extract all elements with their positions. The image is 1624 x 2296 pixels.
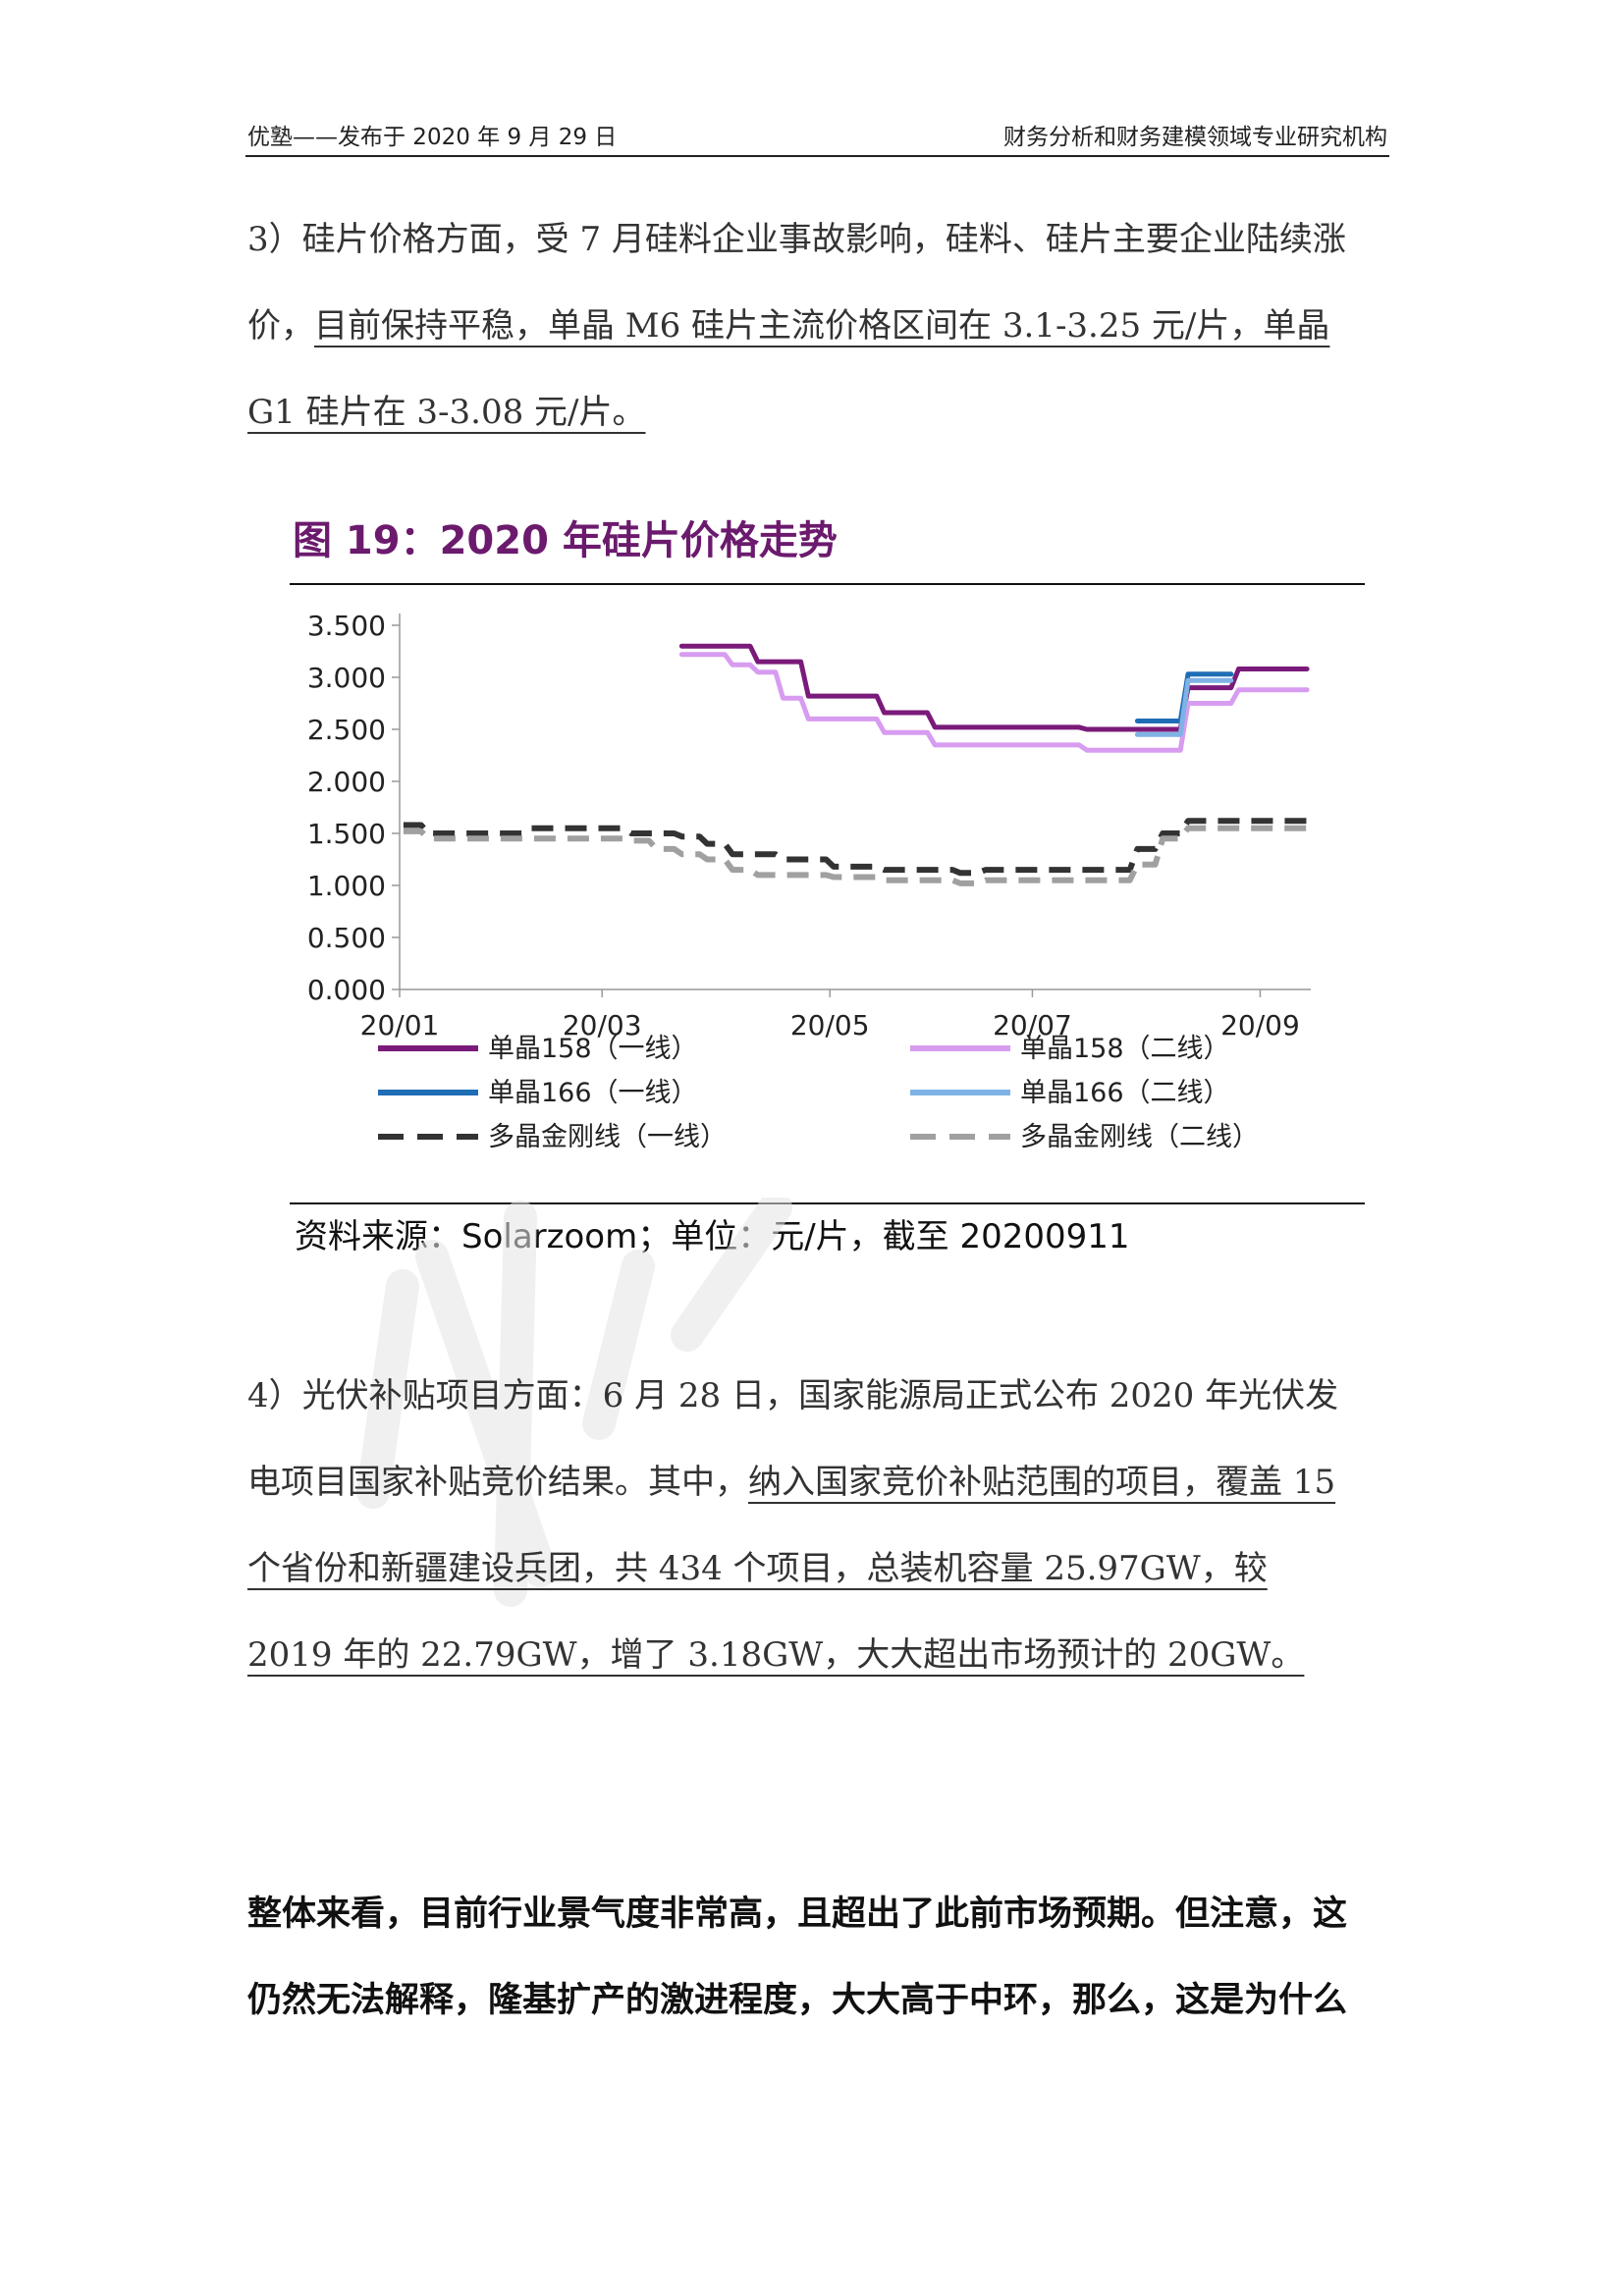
x-tick-label: 20/07 xyxy=(993,1009,1072,1041)
y-tick-label: 0.000 xyxy=(307,974,386,1006)
paragraph-subsidy-plain: 4）光伏补贴项目方面：6 月 28 日，国家能源局正式公布 2020 年光伏发电… xyxy=(247,1376,1339,1502)
series-line-0 xyxy=(678,643,1310,732)
series-line-5 xyxy=(403,825,1308,886)
wafer-price-chart: 0.000 0.500 1.000 1.500 2.000 2.500 3.000 3.500… xyxy=(290,579,1365,1207)
y-tick-label: 3.000 xyxy=(307,662,386,694)
page-header: 优塾——发布于 2020 年 9 月 29 日 财务分析和财务建模领域专业研究机… xyxy=(245,116,1389,157)
paragraph-subsidy: 4）光伏补贴项目方面：6 月 28 日，国家能源局正式公布 2020 年光伏发电… xyxy=(247,1353,1347,1698)
paragraph-wafer-price: 3）硅片价格方面，受 7 月硅料企业事故影响，硅料、硅片主要企业陆续涨价，目前保… xyxy=(247,196,1347,455)
y-tick-label: 2.000 xyxy=(307,766,386,798)
x-tick-label: 20/09 xyxy=(1220,1009,1300,1041)
legend-label-3: 单晶166（二线） xyxy=(1020,1078,1230,1108)
paragraph-wafer-price-underlined: 目前保持平稳，单晶 M6 硅片主流价格区间在 3.1-3.25 元/片，单晶 G… xyxy=(247,306,1330,432)
legend-label-0: 单晶158（一线） xyxy=(488,1034,698,1064)
paragraph-wafer-price-plain: 3）硅片价格方面，受 7 月硅料企业事故影响，硅料、硅片主要企业陆续涨价， xyxy=(247,220,1346,346)
y-tick-label: 0.500 xyxy=(307,922,386,954)
series-line-4 xyxy=(403,818,1308,877)
x-tick-label: 20/05 xyxy=(790,1009,870,1041)
paragraph-subsidy-underlined: 纳入国家竞价补贴范围的项目，覆盖 15 个省份和新疆建设兵团，共 434 个项目… xyxy=(247,1463,1336,1675)
legend-label-2: 单晶166（一线） xyxy=(488,1078,698,1108)
y-tick-label: 2.500 xyxy=(307,714,386,746)
x-tick-label: 20/03 xyxy=(563,1009,642,1041)
y-tick-label: 1.000 xyxy=(307,870,386,902)
x-tick-label: 20/01 xyxy=(360,1009,440,1041)
legend-label-1: 单晶158（二线） xyxy=(1020,1034,1230,1064)
figure-title: 图 19：2020 年硅片价格走势 xyxy=(293,518,838,563)
paragraph-conclusion: 整体来看，目前行业景气度非常高，且超出了此前市场预期。但注意，这仍然无法解释，隆… xyxy=(247,1895,1348,2020)
figure-source: 资料来源：Solarzoom；单位：元/片，截至 20200911 xyxy=(295,1217,1130,1256)
legend-label-4: 多晶金刚线（一线） xyxy=(488,1122,727,1152)
legend-label-5: 多晶金刚线（二线） xyxy=(1020,1122,1259,1152)
y-tick-label: 1.500 xyxy=(307,818,386,850)
header-org: 财务分析和财务建模领域专业研究机构 xyxy=(1003,125,1387,150)
header-date: 优塾——发布于 2020 年 9 月 29 日 xyxy=(247,125,618,150)
series-line-3 xyxy=(1134,677,1234,737)
series-line-1 xyxy=(678,652,1310,753)
y-tick-label: 3.500 xyxy=(307,610,386,642)
chart-svg: 0.000 0.500 1.000 1.500 2.000 2.500 3.000 3.500… xyxy=(290,583,1365,1204)
